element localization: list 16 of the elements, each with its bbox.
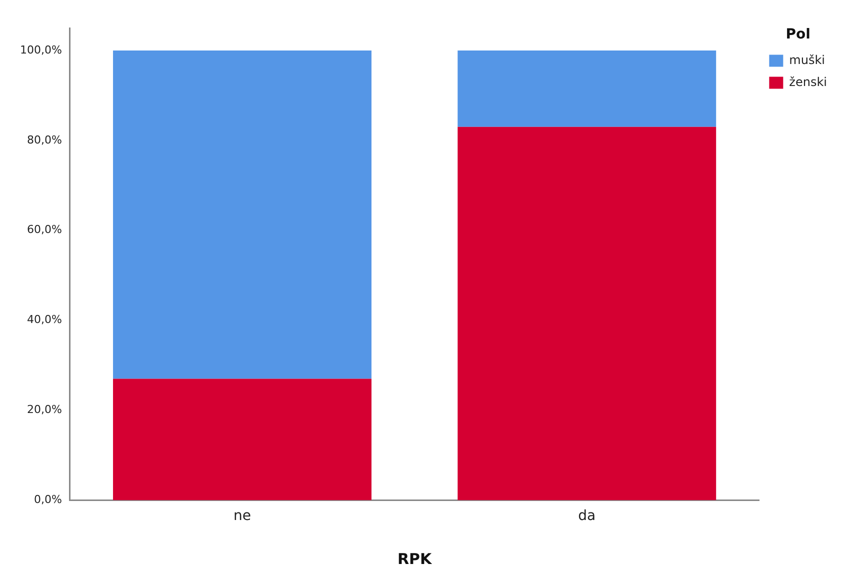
legend-label: muški xyxy=(789,52,826,67)
y-tick-label: 0,0% xyxy=(34,493,62,506)
bar xyxy=(113,50,372,379)
x-tick-label: da xyxy=(578,508,596,524)
y-tick-label: 80,0% xyxy=(26,133,62,146)
bar xyxy=(113,378,372,500)
y-tick-label: 100,0% xyxy=(20,43,62,56)
y-tick-label: 20,0% xyxy=(26,403,62,416)
x-tick-label: ne xyxy=(234,508,251,524)
legend-title: Pol xyxy=(786,26,810,43)
bar xyxy=(458,50,716,127)
y-tick-label: 40,0% xyxy=(26,313,62,326)
legend-label: ženski xyxy=(789,74,828,89)
x-axis-title: RPK xyxy=(397,550,434,568)
y-tick-label: 60,0% xyxy=(26,223,62,236)
bar xyxy=(458,126,716,500)
